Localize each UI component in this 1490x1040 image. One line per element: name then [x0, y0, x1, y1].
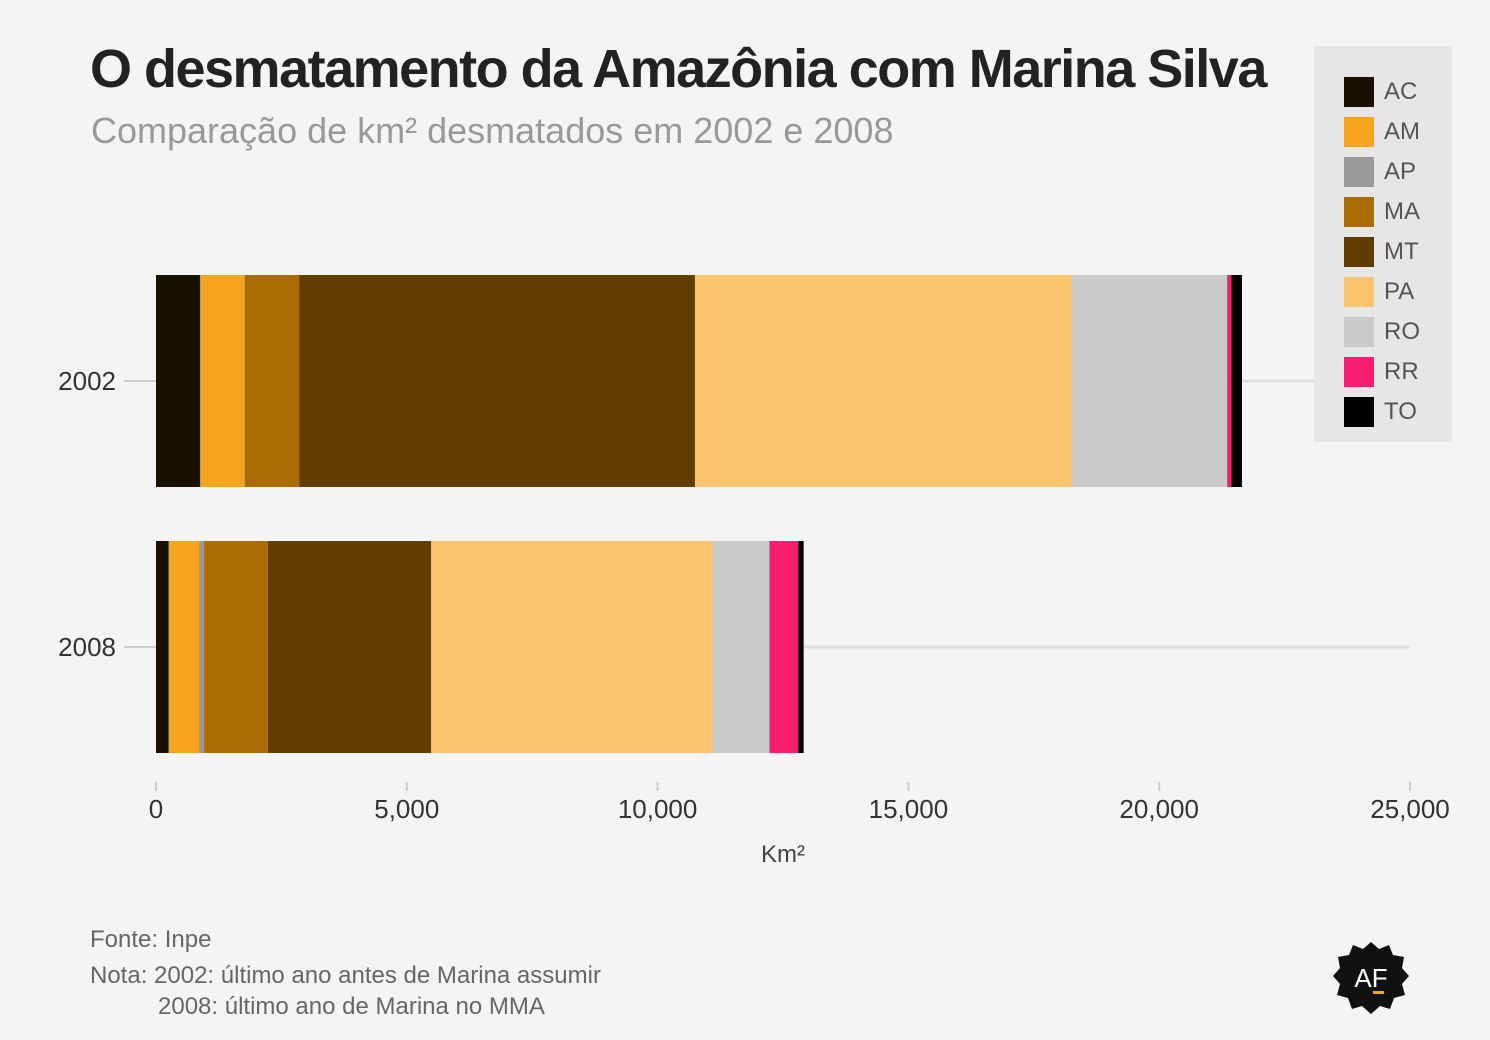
note-line-1: Nota: 2002: último ano antes de Marina a…	[90, 962, 601, 989]
bar-segment-2002-PA	[694, 275, 1072, 487]
bar-segment-2002-AM	[200, 275, 245, 487]
legend-item-RO: RO	[1344, 317, 1420, 347]
legend-item-RR: RR	[1344, 357, 1419, 387]
legend-label-PA: PA	[1384, 278, 1415, 305]
x-tick-label-15000: 15,000	[869, 794, 949, 824]
bar-segment-2008-MA	[204, 541, 268, 753]
legend-swatch-AC	[1344, 77, 1374, 107]
legend-swatch-TO	[1344, 397, 1374, 427]
bar-segment-2008-PA	[431, 541, 713, 753]
logo-badge: AF	[1333, 942, 1409, 1014]
legend-label-AC: AC	[1384, 78, 1418, 105]
logo-text: AF	[1354, 963, 1387, 993]
legend-label-RR: RR	[1384, 358, 1419, 385]
logo-seal-icon	[1333, 942, 1409, 1014]
chart-title: O desmatamento da Amazônia com Marina Si…	[90, 39, 1267, 99]
source-text: Fonte: Inpe	[90, 926, 212, 953]
x-axis-label: Km²	[761, 841, 805, 868]
x-tick-label-10000: 10,000	[618, 794, 698, 824]
bar-segment-2008-RO	[712, 541, 770, 753]
legend-item-AP: AP	[1344, 157, 1416, 187]
logo-accent-bar	[1373, 991, 1384, 994]
bar-segment-2002-RO	[1071, 275, 1228, 487]
legend-swatch-MA	[1344, 197, 1374, 227]
bar-segment-2002-MA	[244, 275, 300, 487]
bar-segment-2002-TO	[1231, 275, 1242, 487]
legend-swatch-RO	[1344, 317, 1374, 347]
bar-segment-2008-AC	[156, 541, 169, 753]
note-line-2: 2008: último ano de Marina no MMA	[158, 993, 545, 1020]
bar-segment-2008-MT	[267, 541, 432, 753]
legend-item-AM: AM	[1344, 117, 1420, 147]
x-tick-label-25000: 25,000	[1370, 794, 1450, 824]
bar-segment-2008-AM	[168, 541, 200, 753]
y-tick-label-2002: 2002	[58, 366, 116, 396]
legend-swatch-MT	[1344, 237, 1374, 267]
legend-swatch-PA	[1344, 277, 1374, 307]
y-tick-label-2008: 2008	[58, 632, 116, 662]
bar-segment-2008-RR	[769, 541, 799, 753]
legend-swatch-AM	[1344, 117, 1374, 147]
legend-label-AM: AM	[1384, 118, 1420, 145]
bar-segment-2002-MT	[299, 275, 695, 487]
chart-subtitle: Comparação de km² desmatados em 2002 e 2…	[91, 110, 894, 151]
legend-label-MA: MA	[1384, 198, 1420, 225]
legend-item-AC: AC	[1344, 77, 1417, 107]
legend-item-TO: TO	[1344, 397, 1417, 427]
bar-segment-2002-AC	[156, 275, 201, 487]
legend-item-MA: MA	[1344, 197, 1420, 227]
legend-swatch-AP	[1344, 157, 1374, 187]
legend-label-AP: AP	[1384, 158, 1417, 185]
legend-item-MT: MT	[1344, 237, 1419, 267]
legend-item-PA: PA	[1344, 277, 1414, 307]
x-tick-label-5000: 5,000	[374, 794, 439, 824]
stacked-bar-chart: 2002 2008 0 5,000 10,000 15,000 20,000 25,000 Km…	[58, 275, 1450, 868]
bar-segment-2008-AP	[199, 541, 205, 753]
legend-swatch-RR	[1344, 357, 1374, 387]
legend-label-MT: MT	[1384, 238, 1419, 265]
legend-label-TO: TO	[1384, 398, 1417, 425]
x-tick-label-20000: 20,000	[1119, 794, 1199, 824]
legend: AC AM AP MA MT PA RO RR TO	[1314, 46, 1452, 442]
legend-label-RO: RO	[1384, 318, 1420, 345]
bar-segment-2008-TO	[798, 541, 804, 753]
x-tick-label-0: 0	[149, 794, 163, 824]
bar-segment-2002-RR	[1227, 275, 1232, 487]
